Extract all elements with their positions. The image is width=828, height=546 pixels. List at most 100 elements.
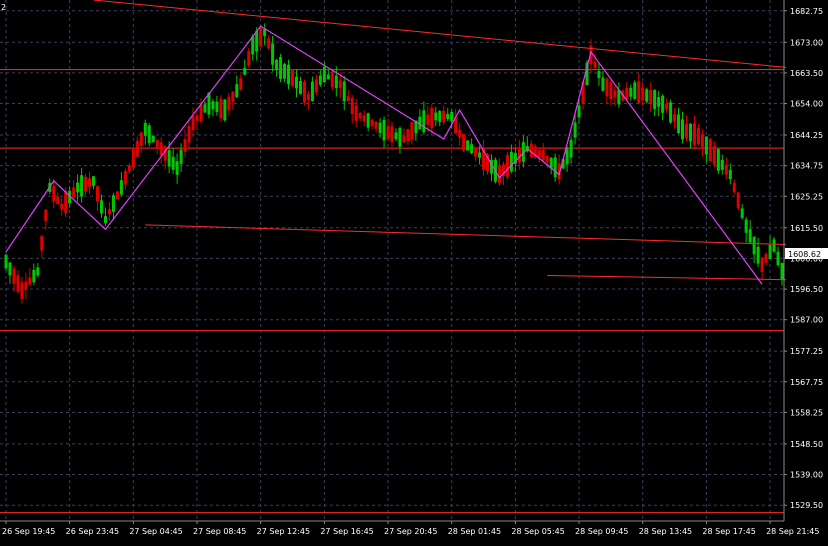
candle-down (127, 165, 131, 172)
candle-up (716, 149, 720, 171)
candle-up (143, 122, 147, 136)
candle-down (593, 61, 597, 69)
time-scale: 26 Sep 19:45 26 Sep 23:45 27 Sep 04:45 27 S… (2, 521, 819, 536)
candle-down (736, 192, 740, 209)
candle-down (609, 82, 613, 100)
candle-down (239, 78, 243, 91)
candle-up (167, 150, 171, 167)
candle-up (279, 57, 283, 80)
candle-down (637, 81, 641, 104)
candle-down (12, 268, 16, 284)
candle-down (462, 134, 466, 151)
candle-up (366, 113, 370, 128)
candle-up (334, 75, 338, 89)
candle-up (661, 95, 665, 113)
candle-down (708, 139, 712, 162)
candle-down (115, 191, 119, 200)
candle-down (20, 282, 24, 300)
candle-down (613, 90, 617, 98)
candle-down (338, 80, 342, 89)
candle-up (744, 219, 748, 233)
price-tick-label: 1529.50 (790, 501, 823, 510)
price-tick-label: 1644.25 (790, 131, 823, 140)
candle-down (88, 178, 92, 187)
candle-down (123, 170, 127, 185)
candle-up (470, 144, 474, 154)
candle-down (673, 114, 677, 122)
candle-down (625, 87, 629, 100)
candle-up (322, 66, 326, 83)
candle-down (247, 51, 251, 66)
candle-up (175, 161, 179, 175)
candle-down (390, 126, 394, 143)
candle-down (199, 104, 203, 122)
candle-up (318, 75, 322, 85)
price-scale: 1682.75 1673.00 1663.50 1654.00 1644.25 1634.… (784, 7, 823, 510)
candle-up (394, 132, 398, 140)
candle-down (314, 79, 318, 93)
candle-up (271, 43, 275, 65)
candle-down (346, 96, 350, 102)
candle-up (772, 239, 776, 252)
trend-line[interactable] (93, 0, 787, 68)
candle-down (44, 209, 48, 221)
candle-up (398, 128, 402, 147)
candle-down (306, 94, 310, 100)
candle-down (482, 148, 486, 170)
candle-down (259, 27, 263, 47)
time-tick-label: 28 Sep 17:45 (702, 527, 755, 536)
price-tick-label: 1634.75 (790, 162, 823, 171)
candle-down (402, 135, 406, 143)
candle-up (549, 157, 553, 169)
candle-up (748, 229, 752, 243)
candle-up (434, 112, 438, 121)
trend-line[interactable] (547, 275, 786, 281)
time-tick-label: 28 Sep 05:45 (511, 527, 564, 536)
candle-up (657, 97, 661, 107)
candle-down (557, 163, 561, 180)
candle-up (601, 77, 605, 91)
time-tick-label: 28 Sep 01:45 (448, 527, 501, 536)
candle-down (458, 130, 462, 138)
candle-up (207, 92, 211, 115)
candle-down (442, 110, 446, 123)
candle-down (712, 145, 716, 165)
candle-up (235, 84, 239, 98)
trend-line[interactable] (145, 224, 787, 246)
candle-down (454, 117, 458, 134)
candle-up (466, 140, 470, 151)
candle-up (645, 89, 649, 102)
candle-down (517, 147, 521, 163)
candle-down (732, 182, 736, 192)
candle-up (780, 263, 784, 280)
candle-down (386, 126, 390, 140)
time-tick-label: 27 Sep 16:45 (320, 527, 373, 536)
zigzag-line[interactable] (5, 25, 763, 285)
time-tick-label: 26 Sep 19:45 (2, 527, 55, 536)
corner-label: 2 (1, 3, 6, 12)
candle-down (501, 164, 505, 177)
candle-down (370, 119, 374, 127)
candle-up (151, 135, 155, 143)
trend-lines (93, 0, 787, 281)
candle-up (633, 82, 637, 99)
candle-down (362, 115, 366, 121)
candle-up (756, 246, 760, 264)
time-tick-label: 26 Sep 23:45 (66, 527, 119, 536)
candle-up (68, 190, 72, 204)
candle-up (119, 180, 123, 195)
candle-up (688, 123, 692, 142)
candle-up (215, 101, 219, 112)
candle-up (36, 267, 40, 276)
current-price-label: 1608.62 (788, 250, 821, 259)
candle-down (764, 254, 768, 263)
candle-up (422, 110, 426, 133)
candle-up (342, 81, 346, 102)
time-tick-label: 27 Sep 04:45 (129, 527, 182, 536)
candle-down (302, 81, 306, 103)
candle-up (378, 122, 382, 133)
candle-down (497, 166, 501, 183)
candle-down (589, 45, 593, 65)
